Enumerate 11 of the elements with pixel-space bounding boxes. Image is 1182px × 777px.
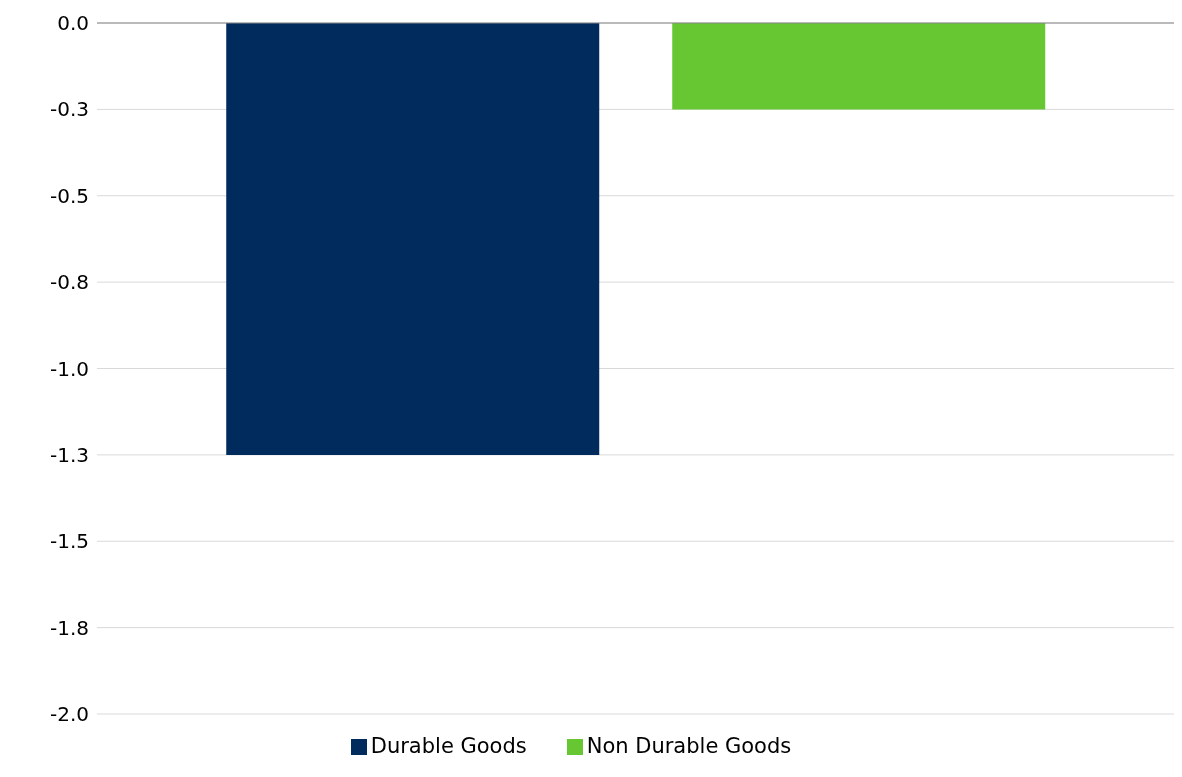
y-tick-label: 0.0	[57, 11, 89, 36]
y-tick-label: -0.3	[49, 97, 89, 122]
y-tick-label: -0.8	[49, 270, 89, 295]
y-tick-label: -2.0	[49, 702, 89, 727]
y-tick-label: -1.8	[49, 615, 89, 640]
legend-label: Durable Goods	[370, 734, 527, 758]
y-tick-label: -1.5	[49, 529, 89, 554]
y-tick-label: -1.0	[49, 356, 89, 381]
y-tick-label: -0.5	[49, 183, 89, 208]
y-tick-label: -1.3	[49, 442, 89, 467]
legend-label: Non Durable Goods	[586, 734, 792, 758]
